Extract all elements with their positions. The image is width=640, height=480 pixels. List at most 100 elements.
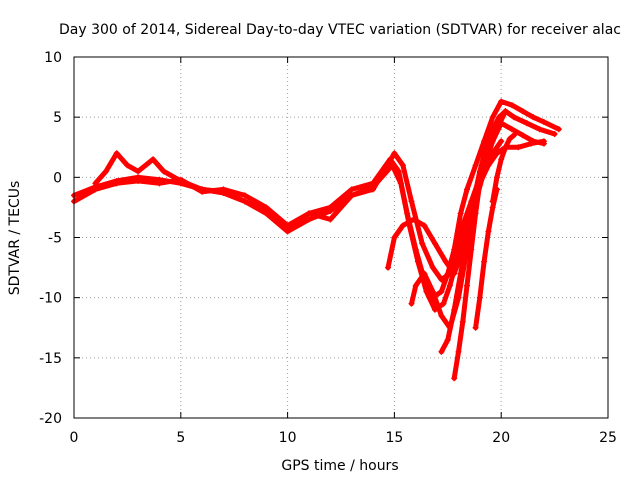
data-point [551, 131, 558, 138]
data-point [485, 228, 492, 235]
data-point [160, 168, 167, 175]
y-tick-label: 5 [53, 110, 62, 126]
series-line [71, 99, 562, 301]
data-point [508, 102, 515, 109]
x-tick-label: 0 [70, 430, 79, 446]
data-point [451, 375, 458, 382]
y-tick-label: 0 [53, 170, 62, 186]
data-point [502, 108, 509, 115]
data-point [384, 264, 391, 271]
data-point [523, 120, 530, 127]
data-point [103, 168, 110, 175]
data-point [438, 312, 445, 319]
data-point [438, 348, 445, 355]
data-point [451, 270, 458, 277]
data-point [496, 114, 503, 121]
data-point [457, 270, 464, 277]
series-line [473, 186, 500, 331]
data-point [348, 186, 355, 193]
data-point [489, 126, 496, 133]
data-point [464, 186, 471, 193]
data-point [489, 198, 496, 205]
series-line [490, 132, 517, 204]
data-point [429, 288, 436, 295]
data-point [446, 282, 453, 289]
y-tick-label: -5 [48, 231, 62, 247]
axes: 0 5 10 15 20 25 -20 -15 -10 -5 0 5 10 [39, 50, 617, 446]
data-point [468, 246, 475, 253]
data-point [444, 336, 451, 343]
y-tick-label: -15 [39, 351, 62, 367]
data-point [498, 138, 505, 145]
series-track-9 [489, 132, 518, 205]
data-point [389, 162, 396, 169]
data-point [483, 144, 490, 151]
data-point [284, 224, 291, 231]
data-point [408, 198, 415, 205]
data-point [502, 144, 509, 151]
data-point [481, 258, 488, 265]
data-point [440, 300, 447, 307]
data-point [464, 234, 471, 241]
x-tick-label: 5 [176, 430, 185, 446]
data-point [177, 177, 184, 184]
data-point [241, 198, 248, 205]
data-point [305, 210, 312, 217]
series-track-1 [71, 98, 562, 301]
x-tick-label: 20 [492, 430, 510, 446]
data-point [423, 288, 430, 295]
data-point [414, 258, 421, 265]
data-point [528, 140, 535, 147]
x-tick-label: 10 [279, 430, 297, 446]
data-point [429, 264, 436, 271]
data-point [485, 150, 492, 157]
data-point [489, 114, 496, 121]
data-point [421, 270, 428, 277]
data-point [519, 108, 526, 115]
data-point [220, 188, 227, 195]
data-point [472, 210, 479, 217]
data-point [305, 216, 312, 223]
y-axis-label: SDTVAR / TECUs [7, 181, 23, 296]
series-track-7 [451, 150, 492, 382]
data-point [506, 135, 513, 142]
data-point [464, 282, 471, 289]
data-point [370, 186, 377, 193]
data-point [472, 324, 479, 331]
data-point [124, 162, 131, 169]
data-point [442, 258, 449, 265]
x-tick-label: 15 [385, 430, 403, 446]
x-tick-label: 25 [599, 430, 617, 446]
data-point [511, 114, 518, 121]
data-point [113, 150, 120, 157]
data-point [489, 204, 496, 211]
data-point [498, 98, 505, 105]
data-point [438, 288, 445, 295]
data-point [399, 222, 406, 229]
data-series [71, 98, 562, 382]
data-point [476, 180, 483, 187]
data-point [408, 300, 415, 307]
series-track-6 [438, 108, 509, 355]
data-point [399, 162, 406, 169]
data-point [113, 177, 120, 184]
data-point [498, 120, 505, 127]
data-point [515, 144, 522, 151]
data-point [519, 132, 526, 139]
data-point [391, 234, 398, 241]
data-point [150, 156, 157, 163]
data-point [476, 294, 483, 301]
data-point [412, 282, 419, 289]
data-point [135, 174, 142, 181]
y-tick-label: -20 [39, 411, 62, 427]
data-point [530, 114, 537, 121]
data-point [241, 192, 248, 199]
data-point [431, 240, 438, 247]
data-point [457, 210, 464, 217]
data-point [397, 180, 404, 187]
data-point [493, 174, 500, 181]
y-tick-label: -10 [39, 291, 62, 307]
data-point [327, 208, 334, 215]
y-tick-label: 10 [44, 50, 62, 66]
